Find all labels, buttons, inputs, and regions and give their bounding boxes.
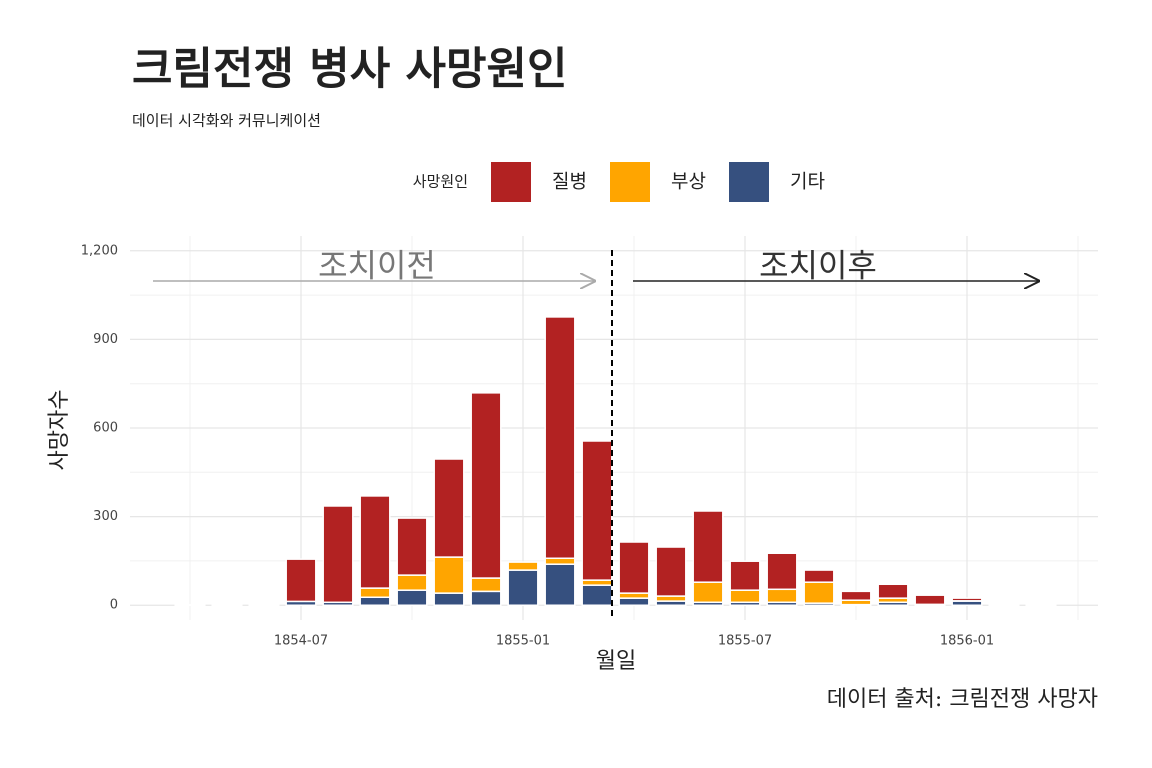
annotation: 조치이전 xyxy=(318,247,436,285)
x-tick-label: 1855-01 xyxy=(496,634,550,649)
bar-segment xyxy=(951,597,983,602)
bar-segment xyxy=(729,560,761,591)
bar-segment xyxy=(285,558,317,603)
annotation: 조치이후 xyxy=(759,247,877,285)
bar-segment xyxy=(544,316,576,560)
bar-segment xyxy=(877,583,909,599)
y-tick-label: 1,200 xyxy=(81,243,118,258)
bar-segment xyxy=(581,584,613,606)
bar-segment xyxy=(840,590,872,601)
bar-segment xyxy=(803,581,835,604)
bar-segment xyxy=(618,541,650,594)
bar-segment xyxy=(470,577,502,593)
bar-segment xyxy=(507,561,539,571)
bar-segment xyxy=(396,589,428,606)
bar-segment xyxy=(618,592,650,599)
x-tick-label: 1855-07 xyxy=(718,634,772,649)
bar-segment xyxy=(507,569,539,606)
bar-segment xyxy=(322,505,354,604)
bar-segment xyxy=(581,579,613,586)
legend-label: 기타 xyxy=(790,171,825,193)
bar-segment xyxy=(433,458,465,558)
bar-segment xyxy=(544,557,576,565)
legend-swatch xyxy=(729,162,769,202)
x-tick-label: 1854-07 xyxy=(274,634,328,649)
x-axis-label: 월일 xyxy=(596,649,636,674)
x-tick-label: 1856-01 xyxy=(940,634,994,649)
caption: 데이터 출처: 크림전쟁 사망자 xyxy=(827,687,1098,712)
subtitle: 데이터 시각화와 커뮤니케이션 xyxy=(132,112,321,130)
bar-segment xyxy=(544,563,576,606)
bar-segment xyxy=(396,574,428,591)
bar-segment xyxy=(470,590,502,606)
y-tick-label: 300 xyxy=(93,509,118,524)
bar-segment xyxy=(655,546,687,597)
bar-segment xyxy=(433,592,465,606)
bar-segment xyxy=(470,392,502,579)
bar-segment xyxy=(618,597,650,606)
bar-segment xyxy=(692,581,724,604)
legend-title: 사망원인 xyxy=(413,173,468,191)
bar-segment xyxy=(581,440,613,581)
bar-segment xyxy=(359,596,391,606)
legend-label: 부상 xyxy=(671,171,706,193)
y-tick-label: 900 xyxy=(93,332,118,347)
y-axis-label: 사망자수 xyxy=(47,390,72,471)
bar-segment xyxy=(211,603,243,606)
bar-segment xyxy=(729,589,761,604)
y-tick-label: 0 xyxy=(110,598,118,613)
bar-segment xyxy=(803,569,835,583)
bar-segment xyxy=(766,552,798,591)
bar-segment xyxy=(655,595,687,602)
legend-swatch xyxy=(610,162,650,202)
chart-title: 크림전쟁 병사 사망원인 xyxy=(132,44,567,95)
bar-segment xyxy=(692,510,724,583)
legend-swatch xyxy=(491,162,531,202)
bar-segment xyxy=(766,588,798,604)
bar-segment xyxy=(359,495,391,589)
bar-segment xyxy=(359,587,391,599)
y-tick-label: 600 xyxy=(93,421,118,436)
bar-segment xyxy=(914,594,946,606)
bar-segment xyxy=(396,517,428,576)
bar-segment xyxy=(433,556,465,594)
legend-label: 질병 xyxy=(552,171,587,193)
